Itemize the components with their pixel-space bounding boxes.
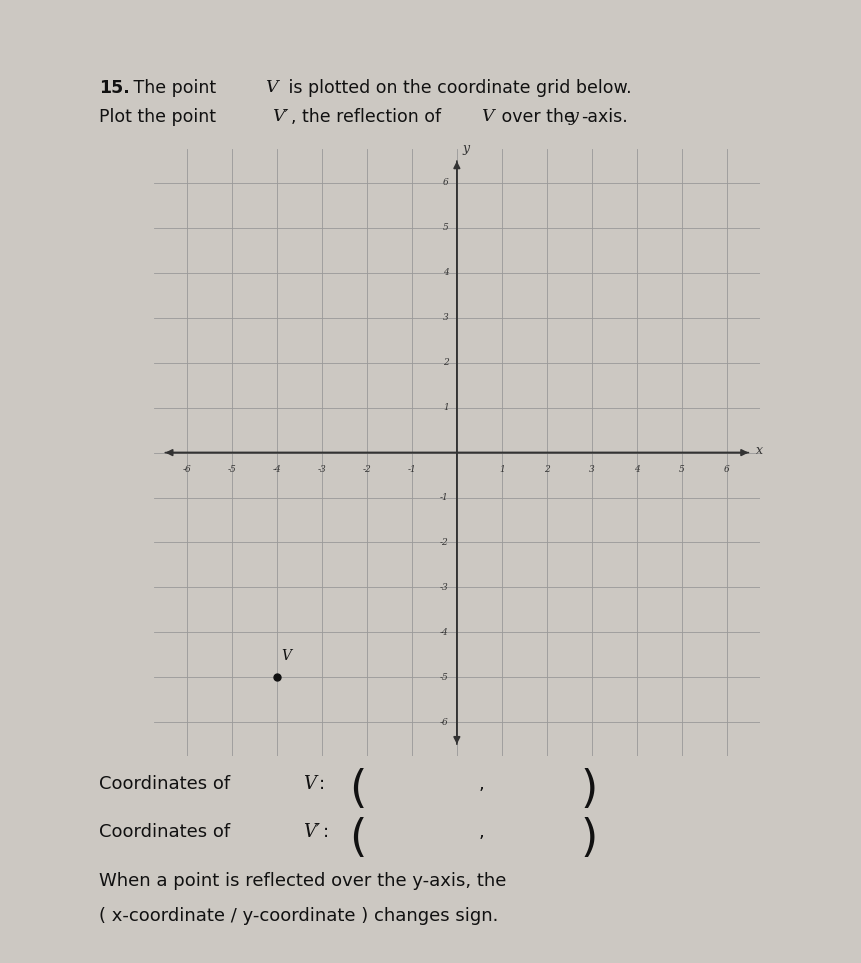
Text: Plot the point: Plot the point — [99, 108, 221, 126]
Text: 6: 6 — [443, 178, 449, 188]
Text: -5: -5 — [439, 673, 449, 682]
Text: V′: V′ — [303, 823, 320, 842]
Text: 2: 2 — [543, 465, 549, 474]
Text: -2: -2 — [439, 538, 449, 547]
Text: 15.: 15. — [99, 79, 130, 97]
Text: 2: 2 — [443, 358, 449, 367]
Text: V: V — [480, 108, 493, 125]
Text: 5: 5 — [443, 223, 449, 232]
Text: x: x — [755, 444, 762, 456]
Text: :: : — [319, 775, 325, 794]
Text: 5: 5 — [678, 465, 684, 474]
Text: -6: -6 — [439, 717, 449, 727]
Text: y: y — [568, 108, 578, 125]
Text: -axis.: -axis. — [580, 108, 627, 126]
Text: (: ( — [349, 768, 366, 812]
Text: :: : — [322, 823, 328, 842]
Text: y: y — [461, 143, 469, 155]
Text: over the: over the — [495, 108, 579, 126]
Text: 4: 4 — [633, 465, 639, 474]
Text: -2: -2 — [362, 465, 371, 474]
Text: ): ) — [579, 817, 597, 860]
Text: ,: , — [478, 775, 484, 794]
Text: -3: -3 — [439, 583, 449, 592]
Text: (: ( — [349, 817, 366, 860]
Text: Coordinates of: Coordinates of — [99, 823, 236, 842]
Text: 3: 3 — [443, 313, 449, 323]
Text: 1: 1 — [499, 465, 504, 474]
Text: V: V — [282, 649, 291, 663]
Text: 1: 1 — [443, 403, 449, 412]
Text: -4: -4 — [272, 465, 282, 474]
Text: -3: -3 — [318, 465, 326, 474]
Text: , the reflection of: , the reflection of — [291, 108, 447, 126]
Text: 6: 6 — [722, 465, 728, 474]
Text: The point: The point — [127, 79, 221, 97]
Text: -6: -6 — [183, 465, 191, 474]
Text: When a point is reflected over the y-axis, the: When a point is reflected over the y-axi… — [99, 872, 506, 890]
Text: 3: 3 — [588, 465, 594, 474]
Text: V′: V′ — [272, 108, 288, 125]
Text: 4: 4 — [443, 269, 449, 277]
Text: V: V — [265, 79, 278, 96]
Text: -5: -5 — [227, 465, 236, 474]
Text: ( x-coordinate / y-coordinate ) changes sign.: ( x-coordinate / y-coordinate ) changes … — [99, 907, 498, 925]
Text: -4: -4 — [439, 628, 449, 637]
Text: V: V — [303, 775, 316, 794]
Text: ,: , — [478, 823, 484, 842]
Text: is plotted on the coordinate grid below.: is plotted on the coordinate grid below. — [282, 79, 630, 97]
Text: -1: -1 — [407, 465, 416, 474]
Text: -1: -1 — [439, 493, 449, 502]
Text: Coordinates of: Coordinates of — [99, 775, 236, 794]
Text: ): ) — [579, 768, 597, 812]
